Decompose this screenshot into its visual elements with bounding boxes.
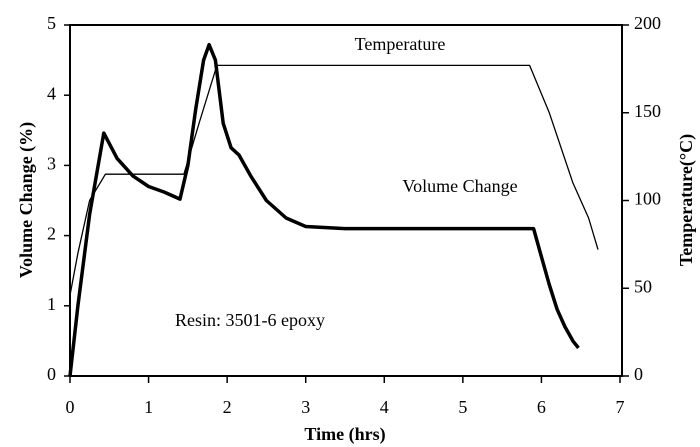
x-tick-label: 7 bbox=[616, 397, 625, 417]
y-tick-label: 3 bbox=[47, 154, 56, 174]
annotation: Temperature bbox=[355, 34, 446, 54]
x-tick-label: 5 bbox=[458, 397, 467, 417]
y-tick-label: 0 bbox=[47, 364, 56, 384]
y-axis-title: Volume Change (%) bbox=[16, 122, 37, 278]
y-tick-label: 4 bbox=[47, 83, 56, 103]
x-tick-label: 1 bbox=[144, 397, 153, 417]
series-line bbox=[69, 64, 599, 296]
annotation: Volume Change bbox=[402, 176, 517, 196]
y-tick-label: 2 bbox=[47, 224, 56, 244]
y2-tick-label: 0 bbox=[634, 364, 643, 384]
series-line bbox=[68, 42, 580, 377]
y2-tick-label: 100 bbox=[634, 189, 661, 209]
plot-frame bbox=[69, 24, 623, 377]
y2-tick-label: 150 bbox=[634, 101, 661, 121]
y-tick-label: 1 bbox=[47, 294, 56, 314]
annotation: Resin: 3501-6 epoxy bbox=[175, 310, 325, 330]
y2-tick-label: 200 bbox=[634, 13, 661, 33]
x-tick-label: 4 bbox=[380, 397, 389, 417]
x-tick-label: 6 bbox=[537, 397, 546, 417]
x-tick-label: 2 bbox=[223, 397, 232, 417]
x-tick-label: 3 bbox=[301, 397, 310, 417]
x-tick-label: 0 bbox=[66, 397, 75, 417]
y-tick-label: 5 bbox=[47, 13, 56, 33]
y2-axis-title: Temperature(°C) bbox=[676, 134, 697, 266]
x-axis-title: Time (hrs) bbox=[304, 424, 385, 445]
y2-tick-label: 50 bbox=[634, 276, 652, 296]
